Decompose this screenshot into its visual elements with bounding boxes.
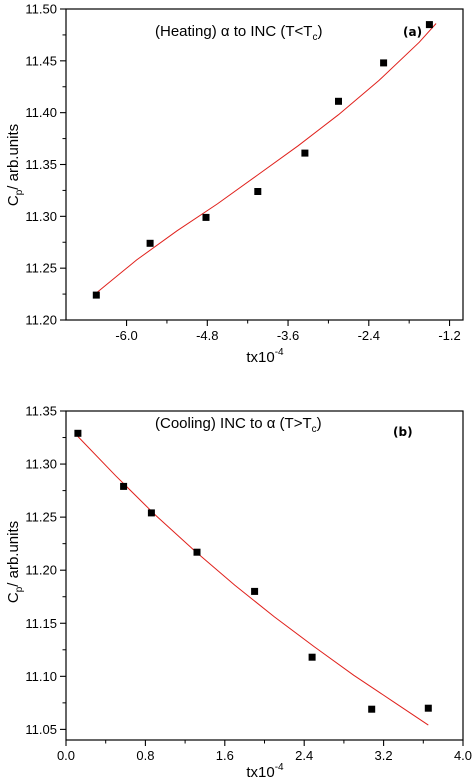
y-tick-label: 11.20	[25, 313, 57, 328]
fit-line	[95, 23, 437, 294]
y-axis: 11.20 11.25 11.30 11.35 11.40 11.45 11.50	[25, 2, 66, 328]
x-tick-label: -6.0	[115, 328, 137, 343]
y-tick-label: 11.35	[25, 157, 57, 172]
data-point	[74, 429, 82, 437]
data-point	[301, 149, 309, 157]
x-tick-label: -1.2	[438, 328, 460, 343]
y-tick-label: 11.40	[25, 105, 57, 120]
data-point	[202, 213, 210, 221]
y-axis-title: Cp/ arb.units	[5, 124, 25, 206]
fit-line	[77, 436, 429, 726]
x-tick-label: 2.4	[295, 748, 313, 763]
x-tick-label: -2.4	[358, 328, 380, 343]
y-tick-label: 11.10	[25, 669, 57, 684]
data-point	[308, 653, 316, 661]
y-tick-label: 11.20	[25, 563, 57, 578]
x-axis: -6.0 -4.8 -3.6 -2.4 -1.2	[115, 320, 461, 343]
y-tick-label: 11.50	[25, 2, 57, 17]
data-point	[424, 704, 432, 712]
x-axis: 0.0 0.8 1.6 2.4 3.2 4.0	[57, 740, 472, 763]
x-tick-label: 0.0	[57, 748, 75, 763]
y-tick-label: 11.25	[25, 510, 57, 525]
data-point	[92, 291, 100, 299]
y-tick-label: 11.30	[25, 457, 57, 472]
x-axis-title: tx10-4	[246, 347, 284, 366]
plot-frame	[65, 410, 464, 741]
data-point	[254, 188, 262, 195]
y-axis-title: Cp/ arb.units	[5, 521, 25, 603]
data-point	[146, 239, 154, 247]
chart-title: (Heating) α to INC (T<Tc)	[155, 23, 322, 43]
x-tick-label: 0.8	[136, 748, 154, 763]
plot-frame	[65, 8, 464, 321]
data-point	[425, 21, 433, 29]
chart-title: (Cooling) INC to α (T>Tc)	[155, 415, 322, 435]
data-point	[147, 509, 155, 517]
data-point	[335, 97, 342, 105]
y-tick-label: 11.15	[25, 616, 57, 631]
y-axis: 11.05 11.10 11.15 11.20 11.25 11.30 11.35	[25, 404, 66, 737]
data-point	[380, 59, 388, 67]
panel-a: Cp/ arb.units (Heating) α to INC (T<Tc) …	[5, 2, 464, 366]
x-axis-title: tx10-4	[246, 762, 284, 780]
x-tick-label: 3.2	[375, 748, 393, 763]
y-tick-label: 11.45	[25, 53, 57, 68]
panel-tag: (a)	[403, 25, 422, 39]
plot-area	[65, 410, 464, 741]
data-point	[120, 482, 128, 490]
y-tick-label: 11.05	[25, 722, 57, 737]
y-tick-label: 11.25	[25, 261, 57, 276]
plot-area	[65, 8, 464, 321]
y-tick-label: 11.35	[25, 404, 57, 419]
x-tick-label: 4.0	[454, 748, 472, 763]
data-point	[193, 548, 201, 556]
x-tick-label: -4.8	[196, 328, 218, 343]
panel-b: Cp/ arb.units (Cooling) INC to α (T>Tc) …	[5, 404, 472, 780]
data-point	[251, 587, 259, 595]
data-point	[368, 705, 376, 713]
x-tick-label: 1.6	[216, 748, 234, 763]
x-tick-label: -3.6	[277, 328, 299, 343]
panel-tag: (b)	[393, 425, 413, 439]
y-tick-label: 11.30	[25, 209, 57, 224]
